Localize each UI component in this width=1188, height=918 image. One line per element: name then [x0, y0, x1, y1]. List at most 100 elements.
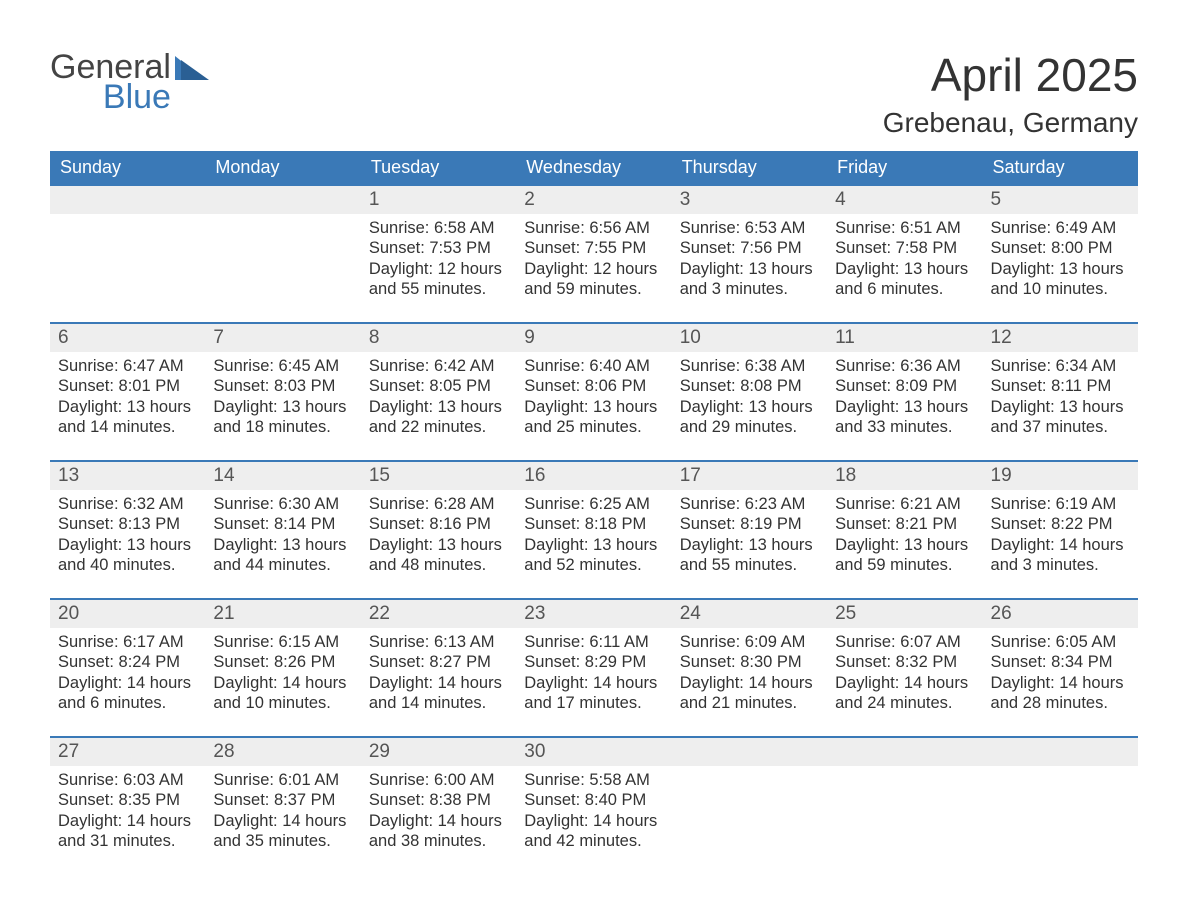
daynum-row: 27282930	[50, 738, 1138, 766]
sunrise-text: Sunrise: 6:40 AM	[524, 356, 661, 377]
day-body-row: Sunrise: 6:03 AMSunset: 8:35 PMDaylight:…	[50, 766, 1138, 874]
dow-sunday: Sunday	[50, 151, 205, 186]
sunset-text: Sunset: 8:06 PM	[524, 376, 661, 397]
day-number: 6	[50, 324, 205, 352]
sunrise-text: Sunrise: 6:36 AM	[835, 356, 972, 377]
daylight-text: Daylight: 13 hours and 52 minutes.	[524, 535, 661, 576]
day-cell: Sunrise: 6:09 AMSunset: 8:30 PMDaylight:…	[672, 628, 827, 736]
day-cell: Sunrise: 6:13 AMSunset: 8:27 PMDaylight:…	[361, 628, 516, 736]
day-cell: Sunrise: 6:03 AMSunset: 8:35 PMDaylight:…	[50, 766, 205, 874]
daylight-text: Daylight: 14 hours and 21 minutes.	[680, 673, 817, 714]
dow-monday: Monday	[205, 151, 360, 186]
day-cell: Sunrise: 6:42 AMSunset: 8:05 PMDaylight:…	[361, 352, 516, 460]
day-number: 24	[672, 600, 827, 628]
day-cell: Sunrise: 6:25 AMSunset: 8:18 PMDaylight:…	[516, 490, 671, 598]
sunrise-text: Sunrise: 6:25 AM	[524, 494, 661, 515]
calendar-week: 20212223242526Sunrise: 6:17 AMSunset: 8:…	[50, 598, 1138, 736]
sunset-text: Sunset: 8:22 PM	[991, 514, 1128, 535]
title-block: April 2025 Grebenau, Germany	[883, 50, 1138, 139]
daylight-text: Daylight: 14 hours and 14 minutes.	[369, 673, 506, 714]
sunset-text: Sunset: 8:00 PM	[991, 238, 1128, 259]
day-number: 1	[361, 186, 516, 214]
sunset-text: Sunset: 8:01 PM	[58, 376, 195, 397]
day-cell: Sunrise: 6:21 AMSunset: 8:21 PMDaylight:…	[827, 490, 982, 598]
daylight-text: Daylight: 14 hours and 24 minutes.	[835, 673, 972, 714]
sunset-text: Sunset: 7:53 PM	[369, 238, 506, 259]
day-cell: Sunrise: 6:45 AMSunset: 8:03 PMDaylight:…	[205, 352, 360, 460]
daylight-text: Daylight: 13 hours and 55 minutes.	[680, 535, 817, 576]
day-body-row: Sunrise: 6:58 AMSunset: 7:53 PMDaylight:…	[50, 214, 1138, 322]
day-number: 15	[361, 462, 516, 490]
day-number: 11	[827, 324, 982, 352]
day-cell: Sunrise: 6:36 AMSunset: 8:09 PMDaylight:…	[827, 352, 982, 460]
day-number: 16	[516, 462, 671, 490]
sunset-text: Sunset: 8:30 PM	[680, 652, 817, 673]
sunset-text: Sunset: 8:08 PM	[680, 376, 817, 397]
day-cell: Sunrise: 6:40 AMSunset: 8:06 PMDaylight:…	[516, 352, 671, 460]
daylight-text: Daylight: 13 hours and 37 minutes.	[991, 397, 1128, 438]
daylight-text: Daylight: 13 hours and 44 minutes.	[213, 535, 350, 576]
sunrise-text: Sunrise: 6:23 AM	[680, 494, 817, 515]
daylight-text: Daylight: 13 hours and 10 minutes.	[991, 259, 1128, 300]
sunset-text: Sunset: 8:32 PM	[835, 652, 972, 673]
daylight-text: Daylight: 14 hours and 35 minutes.	[213, 811, 350, 852]
daylight-text: Daylight: 14 hours and 42 minutes.	[524, 811, 661, 852]
title-month: April 2025	[883, 50, 1138, 101]
dow-thursday: Thursday	[672, 151, 827, 186]
daylight-text: Daylight: 14 hours and 6 minutes.	[58, 673, 195, 714]
sunrise-text: Sunrise: 6:15 AM	[213, 632, 350, 653]
day-body-row: Sunrise: 6:47 AMSunset: 8:01 PM Daylight:…	[50, 352, 1138, 460]
sunrise-text: Sunrise: 5:58 AM	[524, 770, 661, 791]
sunrise-text: Sunrise: 6:47 AM	[58, 356, 195, 377]
sunset-text: Sunset: 8:26 PM	[213, 652, 350, 673]
sunset-text: Sunset: 8:34 PM	[991, 652, 1128, 673]
day-number: 17	[672, 462, 827, 490]
daylight-text: Daylight: 14 hours and 3 minutes.	[991, 535, 1128, 576]
daynum-row: 20212223242526	[50, 600, 1138, 628]
daylight-text: Daylight: 13 hours and 48 minutes.	[369, 535, 506, 576]
logo-text: General Blue	[50, 50, 171, 114]
daylight-text: Daylight: 13 hours and 6 minutes.	[835, 259, 972, 300]
sunrise-text: Sunrise: 6:13 AM	[369, 632, 506, 653]
calendar-week: 13141516171819Sunrise: 6:32 AMSunset: 8:…	[50, 460, 1138, 598]
day-number: 4	[827, 186, 982, 214]
day-number	[50, 186, 205, 214]
sunrise-text: Sunrise: 6:45 AM	[213, 356, 350, 377]
day-number: 14	[205, 462, 360, 490]
day-cell: Sunrise: 6:58 AMSunset: 7:53 PMDaylight:…	[361, 214, 516, 322]
day-number: 3	[672, 186, 827, 214]
sunset-text: Sunset: 8:11 PM	[991, 376, 1128, 397]
calendar-week: 6789101112Sunrise: 6:47 AMSunset: 8:01 P…	[50, 322, 1138, 460]
sunrise-text: Sunrise: 6:07 AM	[835, 632, 972, 653]
day-cell: Sunrise: 6:23 AMSunset: 8:19 PMDaylight:…	[672, 490, 827, 598]
day-cell	[827, 766, 982, 874]
day-cell: Sunrise: 5:58 AMSunset: 8:40 PMDaylight:…	[516, 766, 671, 874]
day-cell	[50, 214, 205, 322]
day-number: 8	[361, 324, 516, 352]
day-cell	[205, 214, 360, 322]
day-number: 13	[50, 462, 205, 490]
sunset-text: Sunset: 8:16 PM	[369, 514, 506, 535]
logo-mark-icon	[175, 56, 209, 89]
daynum-row: 13141516171819	[50, 462, 1138, 490]
day-number: 9	[516, 324, 671, 352]
sunset-text: Sunset: 8:19 PM	[680, 514, 817, 535]
sunrise-text: Sunrise: 6:19 AM	[991, 494, 1128, 515]
dow-saturday: Saturday	[983, 151, 1138, 186]
day-number: 22	[361, 600, 516, 628]
sunrise-text: Sunrise: 6:32 AM	[58, 494, 195, 515]
day-number	[983, 738, 1138, 766]
sunset-text: Sunset: 7:55 PM	[524, 238, 661, 259]
day-cell: Sunrise: 6:00 AMSunset: 8:38 PMDaylight:…	[361, 766, 516, 874]
day-number: 19	[983, 462, 1138, 490]
daylight-text: Daylight: 14 hours and 38 minutes.	[369, 811, 506, 852]
sunrise-text: Sunrise: 6:09 AM	[680, 632, 817, 653]
day-number: 26	[983, 600, 1138, 628]
sunset-text: Sunset: 8:13 PM	[58, 514, 195, 535]
sunrise-text: Sunrise: 6:34 AM	[991, 356, 1128, 377]
sunset-text: Sunset: 8:29 PM	[524, 652, 661, 673]
sunrise-text: Sunrise: 6:30 AM	[213, 494, 350, 515]
day-number: 27	[50, 738, 205, 766]
sunrise-text: Sunrise: 6:05 AM	[991, 632, 1128, 653]
day-cell: Sunrise: 6:53 AMSunset: 7:56 PMDaylight:…	[672, 214, 827, 322]
